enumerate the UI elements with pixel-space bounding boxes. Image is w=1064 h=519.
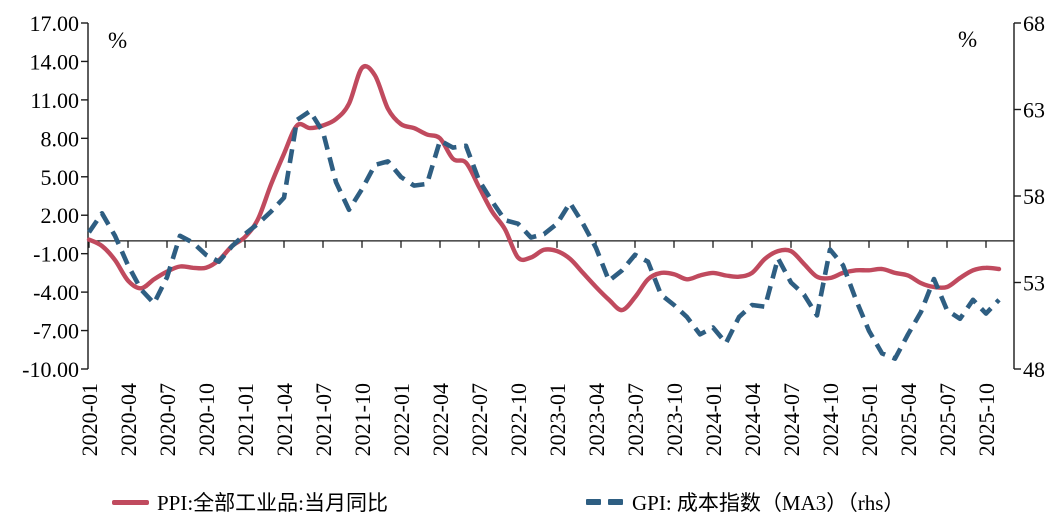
- gpi-dashed-line-swatch: [586, 499, 623, 505]
- legend-item-gpi: GPI: 成本指数（MA3）（rhs）: [586, 487, 904, 517]
- axis-tick-label: -4.00: [33, 280, 79, 305]
- axis-tick-label: 2022-10: [506, 383, 531, 456]
- axis-tick-label: 2024-10: [818, 383, 843, 456]
- axis-tick-label: 2020-07: [155, 383, 180, 456]
- axis-tick-label: 2025-01: [857, 383, 882, 456]
- axis-tick-label: 2024-01: [701, 383, 726, 456]
- axis-tick-label: -10.00: [22, 357, 79, 382]
- ppi-solid-line-swatch: [112, 499, 149, 505]
- axis-tick-label: 2020-01: [77, 383, 102, 456]
- right-axis-unit-label: %: [958, 27, 978, 52]
- axis-tick-label: 2022-07: [467, 383, 492, 456]
- axis-tick-label: -1.00: [33, 242, 79, 267]
- axis-tick-label: 2021-07: [311, 383, 336, 456]
- axis-tick-label: 48: [1023, 357, 1045, 382]
- axis-tick-label: 53: [1023, 271, 1045, 296]
- axis-tick-label: 2023-07: [623, 383, 648, 456]
- axis-tick-label: 11.00: [30, 88, 79, 113]
- left-axis-unit-label: %: [108, 28, 128, 53]
- axis-tick-label: 2025-10: [974, 383, 999, 456]
- gpi-dashed-line: [87, 108, 1001, 361]
- legend: PPI:全部工业品:当月同比 GPI: 成本指数（MA3）（rhs）: [0, 487, 1064, 519]
- axis-tick-label: 2024-07: [779, 383, 804, 456]
- legend-item-ppi: PPI:全部工业品:当月同比: [112, 487, 388, 517]
- axis-tick-label: 2021-10: [350, 383, 375, 456]
- axis-tick-label: 2021-01: [233, 383, 258, 456]
- axis-tick-label: 2024-04: [740, 383, 765, 456]
- axis-tick-label: 2022-01: [389, 383, 414, 456]
- axis-tick-label: 2020-10: [194, 383, 219, 456]
- axis-tick-label: 2020-04: [116, 383, 141, 456]
- axis-tick-label: -7.00: [33, 319, 79, 344]
- axis-tick-label: 14.00: [30, 49, 80, 74]
- axis-tick-label: 5.00: [41, 165, 80, 190]
- axis-tick-label: 2025-04: [896, 383, 921, 456]
- axis-tick-label: 2022-04: [428, 383, 453, 456]
- ppi-solid-line: [86, 63, 1002, 313]
- axis-tick-label: 17.00: [30, 11, 80, 36]
- axis-tick-label: 2021-04: [272, 383, 297, 456]
- axis-tick-label: 2023-10: [662, 383, 687, 456]
- legend-label-ppi: PPI:全部工业品:当月同比: [157, 491, 389, 515]
- axis-tick-label: 58: [1023, 184, 1045, 209]
- legend-label-gpi: GPI: 成本指数（MA3）（rhs）: [632, 491, 905, 515]
- axis-tick-label: 2023-04: [584, 383, 609, 456]
- axis-tick-label: 2025-07: [935, 383, 960, 456]
- axis-tick-label: 2.00: [41, 203, 80, 228]
- axis-tick-label: 63: [1023, 98, 1045, 123]
- axis-tick-label: 8.00: [41, 126, 80, 151]
- axis-tick-label: 2023-01: [545, 383, 570, 456]
- axis-tick-label: 68: [1023, 11, 1045, 36]
